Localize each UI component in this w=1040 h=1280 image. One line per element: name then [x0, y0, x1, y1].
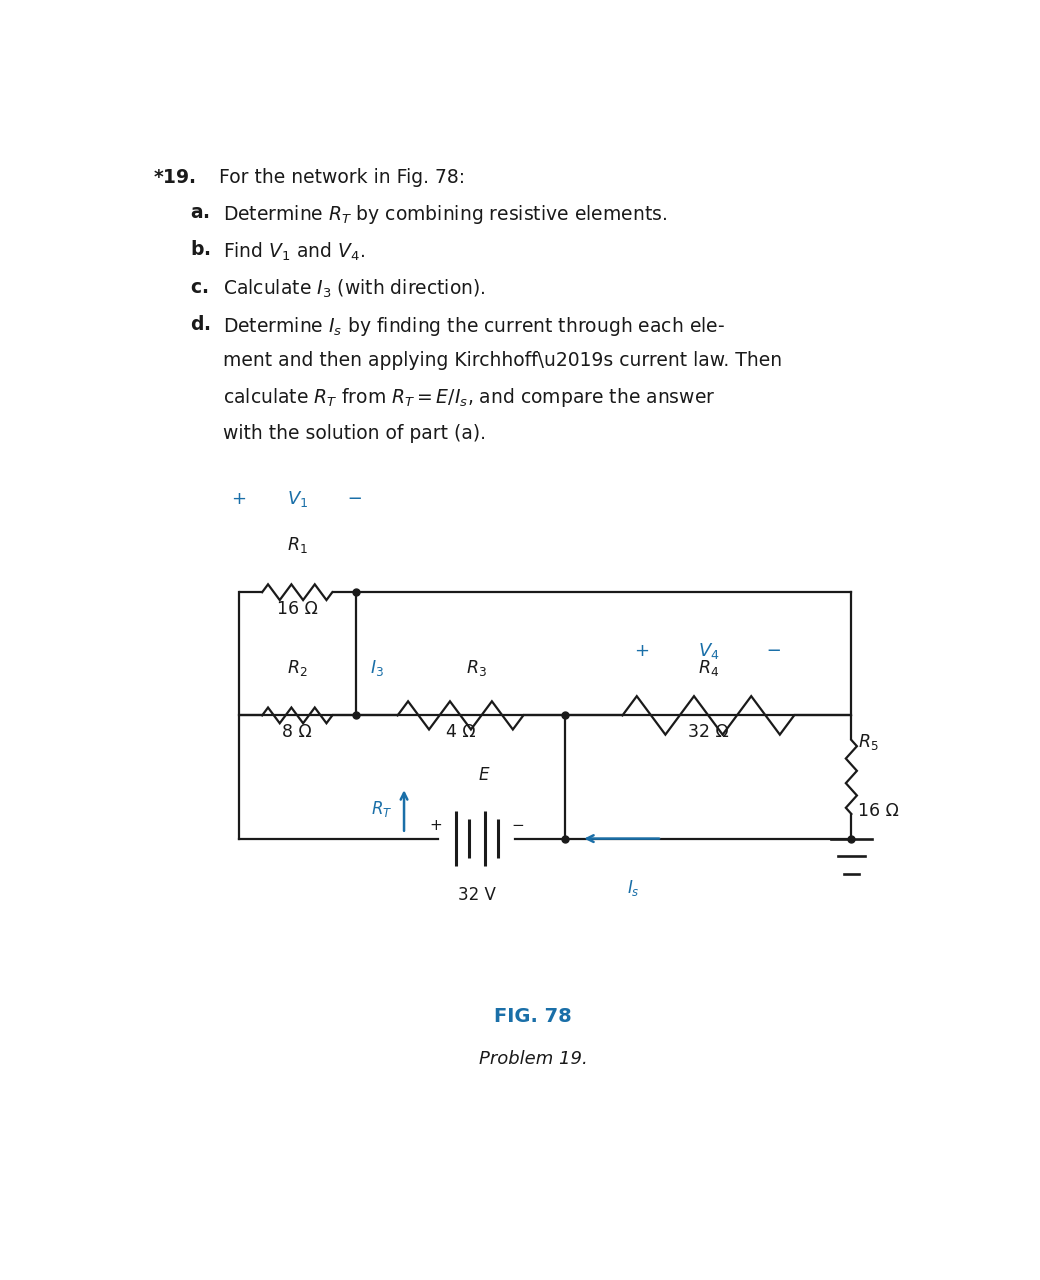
Text: $R_4$: $R_4$ — [698, 658, 719, 678]
Text: −: − — [512, 818, 524, 833]
Text: $R_5$: $R_5$ — [858, 732, 879, 753]
Text: $\mathbf{a.}$: $\mathbf{a.}$ — [190, 202, 210, 221]
Text: Find $V_1$ and $V_4$.: Find $V_1$ and $V_4$. — [223, 241, 365, 262]
Text: $R_1$: $R_1$ — [287, 535, 308, 554]
Text: $V_1$: $V_1$ — [287, 489, 308, 508]
Text: Determine $R_T$ by combining resistive elements.: Determine $R_T$ by combining resistive e… — [223, 202, 667, 225]
Text: $I_s$: $I_s$ — [627, 878, 640, 899]
Text: FIG. 78: FIG. 78 — [494, 1007, 572, 1025]
Text: $\mathbf{*19.}$: $\mathbf{*19.}$ — [153, 169, 196, 187]
Text: $I_3$: $I_3$ — [370, 658, 384, 678]
Text: $\mathbf{c.}$: $\mathbf{c.}$ — [190, 278, 209, 297]
Text: 8 Ω: 8 Ω — [283, 723, 312, 741]
Text: +: + — [430, 818, 442, 833]
Text: For the network in Fig. 78:: For the network in Fig. 78: — [218, 169, 465, 187]
Text: Calculate $I_3$ (with direction).: Calculate $I_3$ (with direction). — [223, 278, 486, 300]
Text: $R_2$: $R_2$ — [287, 658, 308, 678]
Text: +: + — [635, 643, 656, 660]
Text: 4 Ω: 4 Ω — [446, 723, 475, 741]
Text: −: − — [760, 643, 782, 660]
Text: $R_3$: $R_3$ — [466, 658, 487, 678]
Text: $\mathbf{b.}$: $\mathbf{b.}$ — [190, 241, 211, 260]
Text: $V_4$: $V_4$ — [698, 641, 719, 662]
Text: 16 Ω: 16 Ω — [277, 600, 317, 618]
Text: −: − — [341, 489, 363, 508]
Text: $E$: $E$ — [478, 767, 491, 785]
Text: $R_T$: $R_T$ — [370, 799, 392, 819]
Text: 16 Ω: 16 Ω — [858, 801, 899, 819]
Text: $\mathbf{d.}$: $\mathbf{d.}$ — [190, 315, 211, 334]
Text: 32 Ω: 32 Ω — [687, 723, 729, 741]
Text: Problem 19.: Problem 19. — [478, 1051, 588, 1069]
Text: with the solution of part (a).: with the solution of part (a). — [223, 424, 486, 443]
Text: 32 V: 32 V — [458, 886, 495, 904]
Text: calculate $R_T$ from $R_T = E/I_s$, and compare the answer: calculate $R_T$ from $R_T = E/I_s$, and … — [223, 387, 714, 410]
Text: Determine $I_s$ by finding the current through each ele-: Determine $I_s$ by finding the current t… — [223, 315, 725, 338]
Text: ment and then applying Kirchhoff\u2019s current law. Then: ment and then applying Kirchhoff\u2019s … — [223, 351, 782, 370]
Text: +: + — [232, 489, 253, 508]
